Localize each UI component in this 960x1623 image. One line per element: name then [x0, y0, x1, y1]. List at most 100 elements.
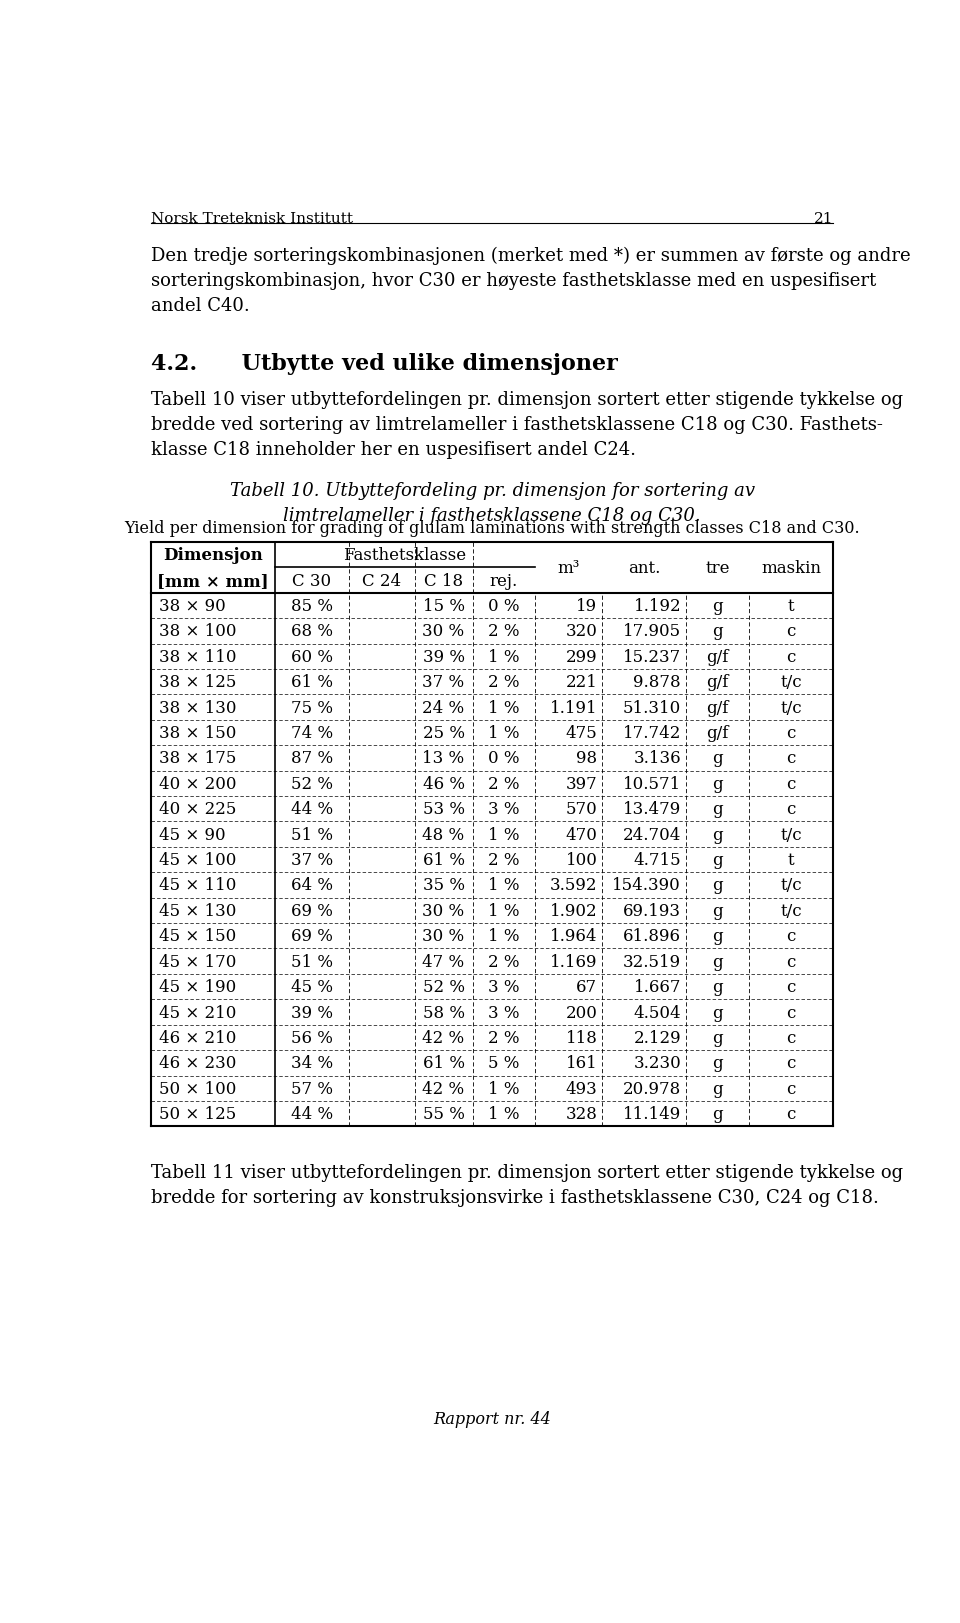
Text: g: g [712, 597, 723, 615]
Text: 61.896: 61.896 [623, 928, 681, 945]
Text: c: c [786, 1105, 796, 1123]
Text: [mm × mm]: [mm × mm] [157, 573, 269, 589]
Text: 1.169: 1.169 [550, 953, 597, 971]
Text: 45 × 170: 45 × 170 [158, 953, 236, 971]
Text: 46 %: 46 % [422, 776, 465, 792]
Text: 118: 118 [565, 1029, 597, 1047]
Text: 4.504: 4.504 [634, 1005, 681, 1021]
Text: 38 × 130: 38 × 130 [158, 700, 236, 716]
Text: 475: 475 [565, 724, 597, 742]
Text: rej.: rej. [490, 573, 517, 589]
Text: 35 %: 35 % [422, 876, 465, 894]
Text: 100: 100 [565, 852, 597, 868]
Text: 64 %: 64 % [291, 876, 333, 894]
Text: 20.978: 20.978 [623, 1079, 681, 1097]
Text: 42 %: 42 % [422, 1079, 465, 1097]
Text: c: c [786, 979, 796, 995]
Text: 45 × 130: 45 × 130 [158, 902, 236, 919]
Text: Rapport nr. 44: Rapport nr. 44 [433, 1410, 551, 1428]
Text: t: t [788, 852, 795, 868]
Text: Den tredje sorteringskombinasjonen (merket med *) er summen av første og andre
s: Den tredje sorteringskombinasjonen (merk… [151, 247, 911, 315]
Text: Tabell 11 viser utbyttefordelingen pr. dimensjon sortert etter stigende tykkelse: Tabell 11 viser utbyttefordelingen pr. d… [151, 1164, 903, 1206]
Text: 17.742: 17.742 [623, 724, 681, 742]
Text: g: g [712, 826, 723, 842]
Text: g: g [712, 1105, 723, 1123]
Text: c: c [786, 750, 796, 768]
Text: 45 × 110: 45 × 110 [158, 876, 236, 894]
Text: 30 %: 30 % [422, 902, 465, 919]
Text: c: c [786, 1029, 796, 1047]
Text: Dimensjon: Dimensjon [163, 547, 263, 563]
Text: 1 %: 1 % [488, 876, 519, 894]
Text: 1.964: 1.964 [550, 928, 597, 945]
Text: 50 × 125: 50 × 125 [158, 1105, 236, 1123]
Text: g: g [712, 750, 723, 768]
Text: c: c [786, 953, 796, 971]
Text: 1.667: 1.667 [634, 979, 681, 995]
Text: 30 %: 30 % [422, 623, 465, 639]
Text: Tabell 10 viser utbyttefordelingen pr. dimensjon sortert etter stigende tykkelse: Tabell 10 viser utbyttefordelingen pr. d… [151, 391, 903, 459]
Text: 1 %: 1 % [488, 1079, 519, 1097]
Text: 0 %: 0 % [488, 597, 519, 615]
Text: 15 %: 15 % [422, 597, 465, 615]
Text: 44 %: 44 % [291, 800, 333, 818]
Text: 52 %: 52 % [422, 979, 465, 995]
Text: c: c [786, 1005, 796, 1021]
Text: 397: 397 [565, 776, 597, 792]
Text: 320: 320 [565, 623, 597, 639]
Text: t/c: t/c [780, 674, 802, 691]
Text: 69.193: 69.193 [623, 902, 681, 919]
Text: g: g [712, 953, 723, 971]
Text: 4.715: 4.715 [634, 852, 681, 868]
Text: 13.479: 13.479 [623, 800, 681, 818]
Text: t/c: t/c [780, 902, 802, 919]
Text: 47 %: 47 % [422, 953, 465, 971]
Text: 1.192: 1.192 [634, 597, 681, 615]
Text: 56 %: 56 % [291, 1029, 333, 1047]
Text: 24 %: 24 % [422, 700, 465, 716]
Text: t: t [788, 597, 795, 615]
Text: 55 %: 55 % [422, 1105, 465, 1123]
Text: 30 %: 30 % [422, 928, 465, 945]
Text: c: c [786, 928, 796, 945]
Text: c: c [786, 1079, 796, 1097]
Text: 1 %: 1 % [488, 700, 519, 716]
Text: 87 %: 87 % [291, 750, 333, 768]
Text: 2 %: 2 % [488, 953, 519, 971]
Text: 3.230: 3.230 [634, 1055, 681, 1071]
Text: 75 %: 75 % [291, 700, 333, 716]
Text: g: g [712, 1055, 723, 1071]
Text: 3 %: 3 % [488, 800, 519, 818]
Text: 45 × 90: 45 × 90 [158, 826, 226, 842]
Text: 2 %: 2 % [488, 776, 519, 792]
Text: C 30: C 30 [292, 573, 331, 589]
Text: 69 %: 69 % [291, 902, 333, 919]
Text: 61 %: 61 % [422, 1055, 465, 1071]
Text: g: g [712, 1079, 723, 1097]
Text: 2 %: 2 % [488, 674, 519, 691]
Text: 1 %: 1 % [488, 826, 519, 842]
Text: g: g [712, 776, 723, 792]
Text: 493: 493 [565, 1079, 597, 1097]
Text: 570: 570 [565, 800, 597, 818]
Text: 46 × 230: 46 × 230 [158, 1055, 236, 1071]
Text: 46 × 210: 46 × 210 [158, 1029, 236, 1047]
Text: 39 %: 39 % [291, 1005, 333, 1021]
Text: 161: 161 [565, 1055, 597, 1071]
Text: 42 %: 42 % [422, 1029, 465, 1047]
Text: 15.237: 15.237 [623, 648, 681, 665]
Text: 328: 328 [565, 1105, 597, 1123]
Text: 1.191: 1.191 [550, 700, 597, 716]
Text: 61 %: 61 % [422, 852, 465, 868]
Text: g: g [712, 1029, 723, 1047]
Text: 60 %: 60 % [291, 648, 333, 665]
Text: 3 %: 3 % [488, 1005, 519, 1021]
Text: 299: 299 [565, 648, 597, 665]
Text: 3.592: 3.592 [550, 876, 597, 894]
Text: 2 %: 2 % [488, 623, 519, 639]
Text: 32.519: 32.519 [623, 953, 681, 971]
Text: 50 × 100: 50 × 100 [158, 1079, 236, 1097]
Text: 24.704: 24.704 [623, 826, 681, 842]
Text: g: g [712, 852, 723, 868]
Text: c: c [786, 724, 796, 742]
